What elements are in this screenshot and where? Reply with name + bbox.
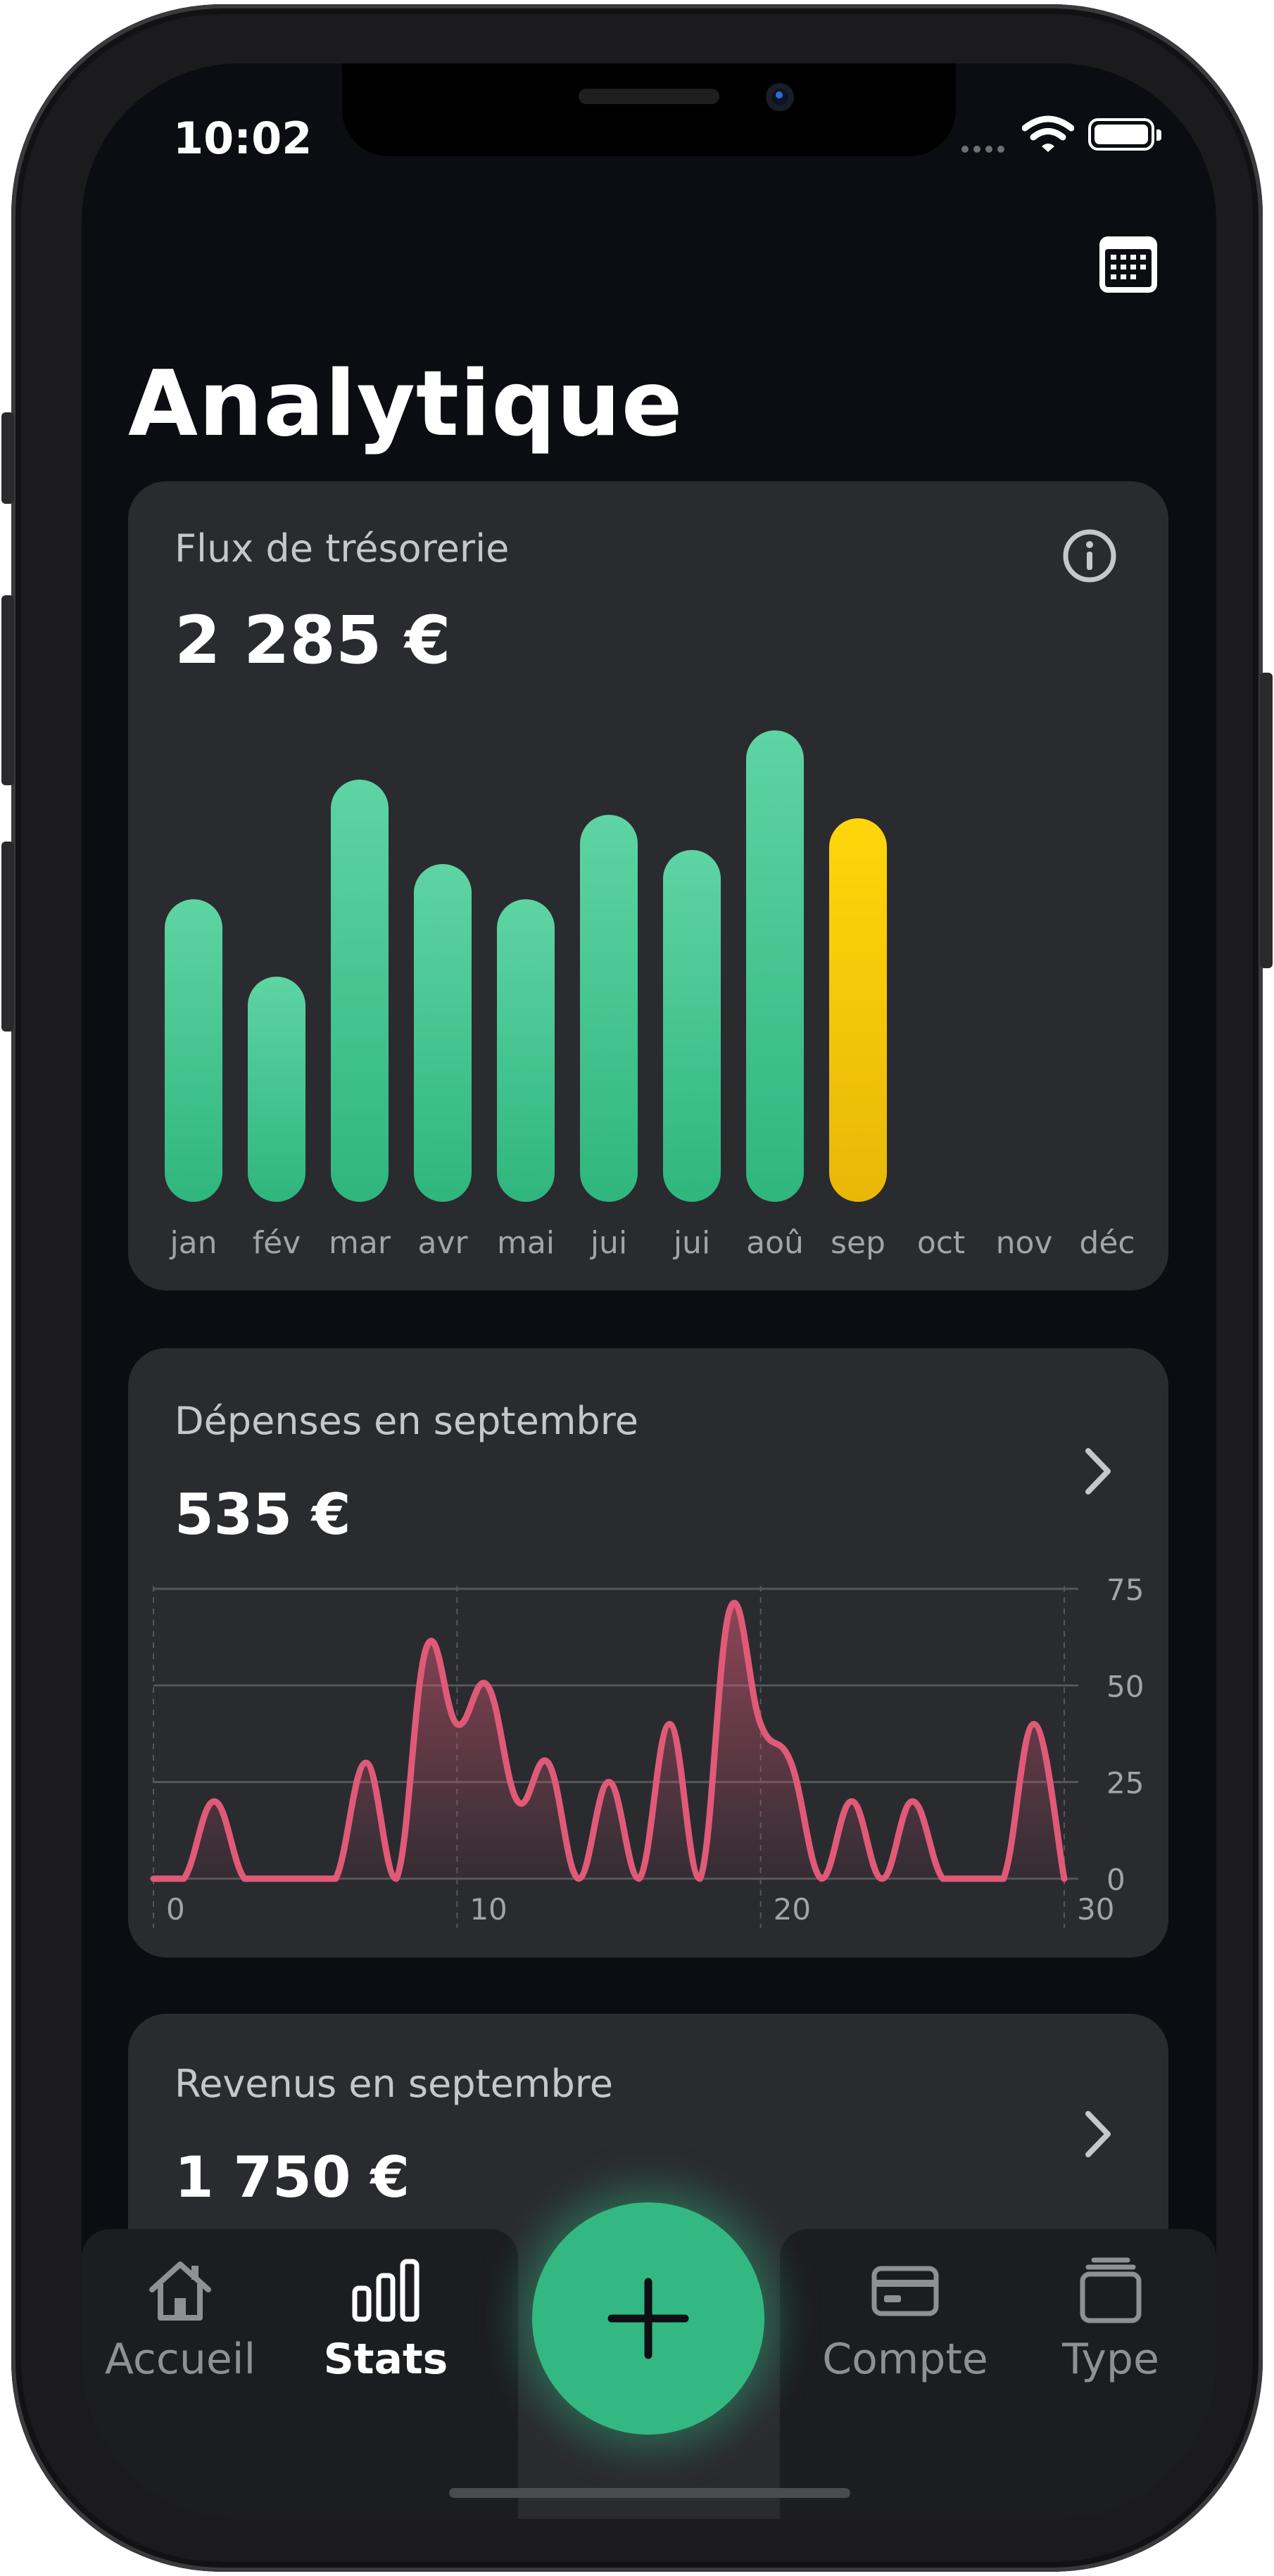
y-tick-label: 25 — [1106, 1766, 1144, 1801]
x-tick-label: 30 — [1077, 1892, 1114, 1927]
card-title: Revenus en septembre — [175, 2062, 614, 2106]
y-tick-label: 0 — [1106, 1863, 1125, 1897]
plot-area — [150, 1599, 1068, 1882]
cellular-signal-icon — [961, 142, 1011, 153]
notch — [342, 63, 956, 156]
home-indicator — [449, 2488, 850, 2498]
month-label: déc — [1079, 1225, 1135, 1261]
tab-compte[interactable]: Compte — [807, 2229, 1004, 2412]
phone-frame: 10:02 Analytique Flux de trésorerie — [1, 4, 1273, 2572]
bar-jui[interactable] — [580, 815, 638, 1202]
page-title: Analytique — [128, 352, 683, 457]
expenses-line-chart: 0 25 50 75 0 10 20 30 — [150, 1573, 1144, 1928]
x-tick-label: 10 — [469, 1892, 507, 1927]
card-title: Dépenses en septembre — [175, 1399, 638, 1443]
tab-stats[interactable]: Stats — [287, 2229, 484, 2412]
y-tick-label: 50 — [1106, 1669, 1144, 1703]
tab-accueil[interactable]: Accueil — [82, 2229, 279, 2412]
front-camera — [766, 83, 794, 111]
month-label: mar — [329, 1225, 391, 1261]
expense-line — [150, 1599, 1068, 1882]
bar-jan[interactable] — [165, 899, 222, 1202]
bar-fév[interactable] — [248, 977, 305, 1202]
y-tick-label: 75 — [1106, 1573, 1144, 1607]
month-label: mai — [496, 1225, 555, 1261]
calendar-icon[interactable] — [1098, 235, 1159, 294]
chevron-right-icon[interactable] — [1083, 1445, 1114, 1497]
bar-jui[interactable] — [663, 850, 721, 1202]
x-tick-label: 0 — [166, 1892, 185, 1927]
card-amount: 535 € — [175, 1482, 351, 1547]
tab-label: Stats — [323, 2335, 448, 2384]
expense-area — [153, 1603, 1064, 1879]
speaker — [579, 89, 719, 104]
mute-switch — [1, 412, 14, 504]
info-icon[interactable] — [1061, 528, 1118, 584]
add-button[interactable] — [532, 2202, 764, 2435]
status-time: 10:02 — [173, 113, 313, 164]
expenses-card[interactable]: Dépenses en septembre 535 € 0 25 50 75 0 10 20… — [128, 1348, 1168, 1958]
bar-mai[interactable] — [497, 899, 555, 1202]
card-amount: 1 750 € — [175, 2145, 410, 2210]
volume-down-button — [1, 842, 14, 1032]
tab-label: Accueil — [104, 2335, 256, 2384]
bar-avr[interactable] — [414, 864, 472, 1202]
month-label: jan — [170, 1225, 217, 1261]
tab-label: Compte — [822, 2335, 988, 2384]
tab-label: Type — [1062, 2335, 1159, 2384]
month-label: oct — [916, 1225, 966, 1261]
month-label: jui — [590, 1225, 628, 1261]
month-label: fév — [252, 1225, 301, 1261]
volume-up-button — [1, 595, 14, 785]
month-label: jui — [673, 1225, 711, 1261]
month-label: sep — [831, 1225, 885, 1261]
screen: 10:02 Analytique Flux de trésorerie — [82, 63, 1216, 2519]
tab-bar-right-bg — [780, 2229, 1216, 2519]
power-button — [1260, 673, 1273, 968]
bar-aoû[interactable] — [746, 730, 804, 1202]
bar-mar[interactable] — [331, 780, 389, 1202]
card-icon — [871, 2266, 939, 2316]
stats-icon — [352, 2259, 420, 2322]
bar-sep[interactable] — [829, 818, 887, 1202]
month-label: avr — [417, 1225, 468, 1261]
card-title: Flux de trésorerie — [175, 526, 510, 571]
cashflow-bar-chart: jan fév mar avr mai jui jui aoû sep oct nov déc — [128, 481, 1168, 1290]
x-tick-label: 20 — [774, 1892, 811, 1927]
battery-icon — [1088, 118, 1161, 151]
month-label: nov — [995, 1225, 1053, 1261]
chevron-right-icon[interactable] — [1083, 2108, 1114, 2160]
cashflow-card[interactable]: Flux de trésorerie 2 285 € jan fév mar avr m… — [128, 481, 1168, 1290]
tab-type[interactable]: Type — [1012, 2229, 1209, 2412]
stack-icon — [1080, 2257, 1142, 2323]
card-amount: 2 285 € — [175, 602, 451, 679]
wifi-icon — [1022, 115, 1074, 152]
tab-bar-left-bg — [82, 2229, 518, 2519]
tab-bar: Accueil Stats — [82, 2202, 1216, 2519]
home-icon — [149, 2261, 211, 2321]
plus-icon — [607, 2278, 689, 2359]
month-label: aoû — [746, 1225, 804, 1261]
